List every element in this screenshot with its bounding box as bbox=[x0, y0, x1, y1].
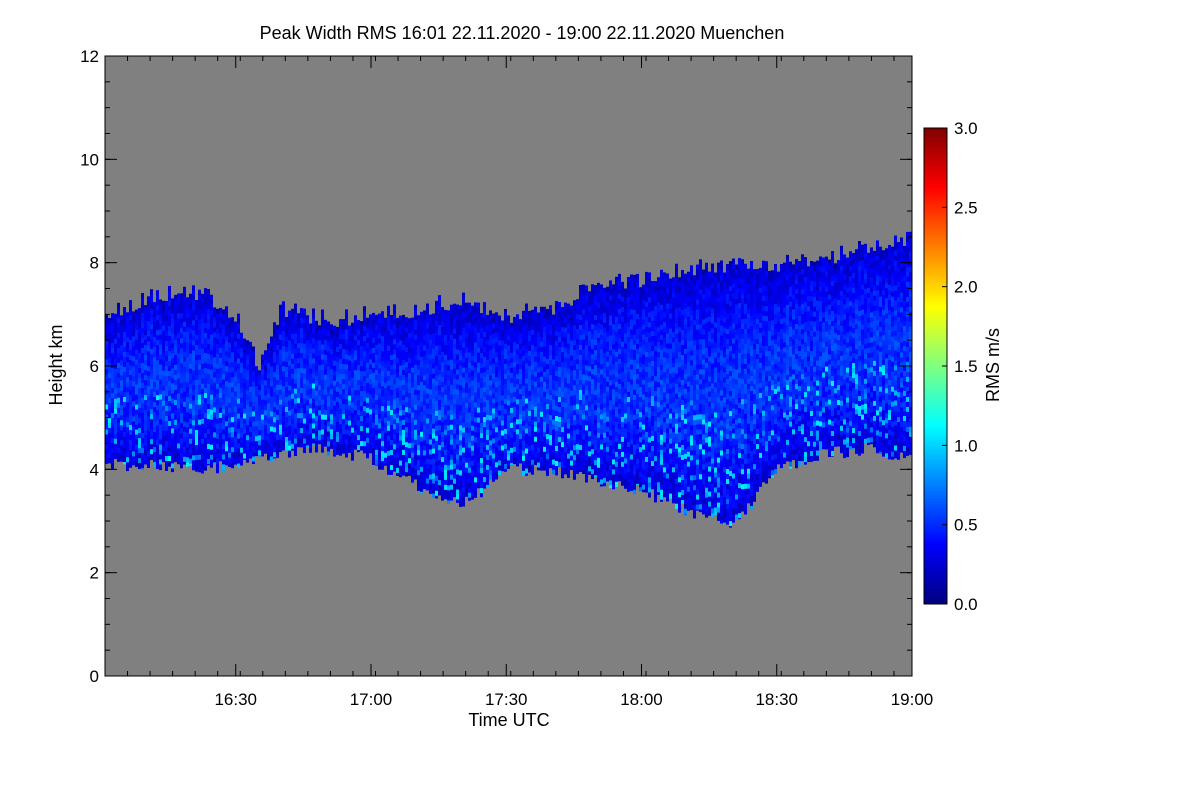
colorbar-tick-label: 0.5 bbox=[954, 516, 978, 535]
colorbar: 0.0 0.5 1.0 1.5 2.0 2.5 3.0 bbox=[923, 119, 978, 614]
y-tick-label: 6 bbox=[90, 357, 99, 376]
colorbar-tick-label: 1.5 bbox=[954, 357, 978, 376]
x-axis-title: Time UTC bbox=[468, 710, 549, 730]
colorbar-tick-label: 0.0 bbox=[954, 595, 978, 614]
y-tick-label: 12 bbox=[80, 47, 99, 66]
colorbar-tick-label: 2.0 bbox=[954, 278, 978, 297]
x-axis: 16:30 17:00 17:30 18:00 18:30 19:00 bbox=[104, 56, 934, 709]
x-tick-label: 19:00 bbox=[891, 690, 934, 709]
y-tick-label: 10 bbox=[80, 150, 99, 169]
x-tick-label: 18:30 bbox=[755, 690, 798, 709]
chart-title: Peak Width RMS 16:01 22.11.2020 - 19:00 … bbox=[260, 23, 785, 43]
colorbar-tick-label: 2.5 bbox=[954, 198, 978, 217]
x-tick-label: 17:30 bbox=[485, 690, 528, 709]
plot-area bbox=[104, 55, 913, 677]
y-tick-label: 4 bbox=[90, 460, 99, 479]
colorbar-tick-label: 3.0 bbox=[954, 119, 978, 138]
y-axis: 0 2 4 6 8 10 12 bbox=[80, 47, 912, 686]
y-tick-label: 0 bbox=[90, 667, 99, 686]
x-tick-label: 17:00 bbox=[350, 690, 393, 709]
x-tick-label: 16:30 bbox=[214, 690, 257, 709]
cloud-layer bbox=[105, 231, 912, 528]
y-tick-label: 8 bbox=[90, 254, 99, 273]
x-tick-label: 18:00 bbox=[620, 690, 663, 709]
colorbar-tick-label: 1.0 bbox=[954, 436, 978, 455]
colorbar-title: RMS m/s bbox=[983, 328, 1003, 402]
y-tick-label: 2 bbox=[90, 564, 99, 583]
y-axis-title: Height km bbox=[46, 324, 66, 405]
